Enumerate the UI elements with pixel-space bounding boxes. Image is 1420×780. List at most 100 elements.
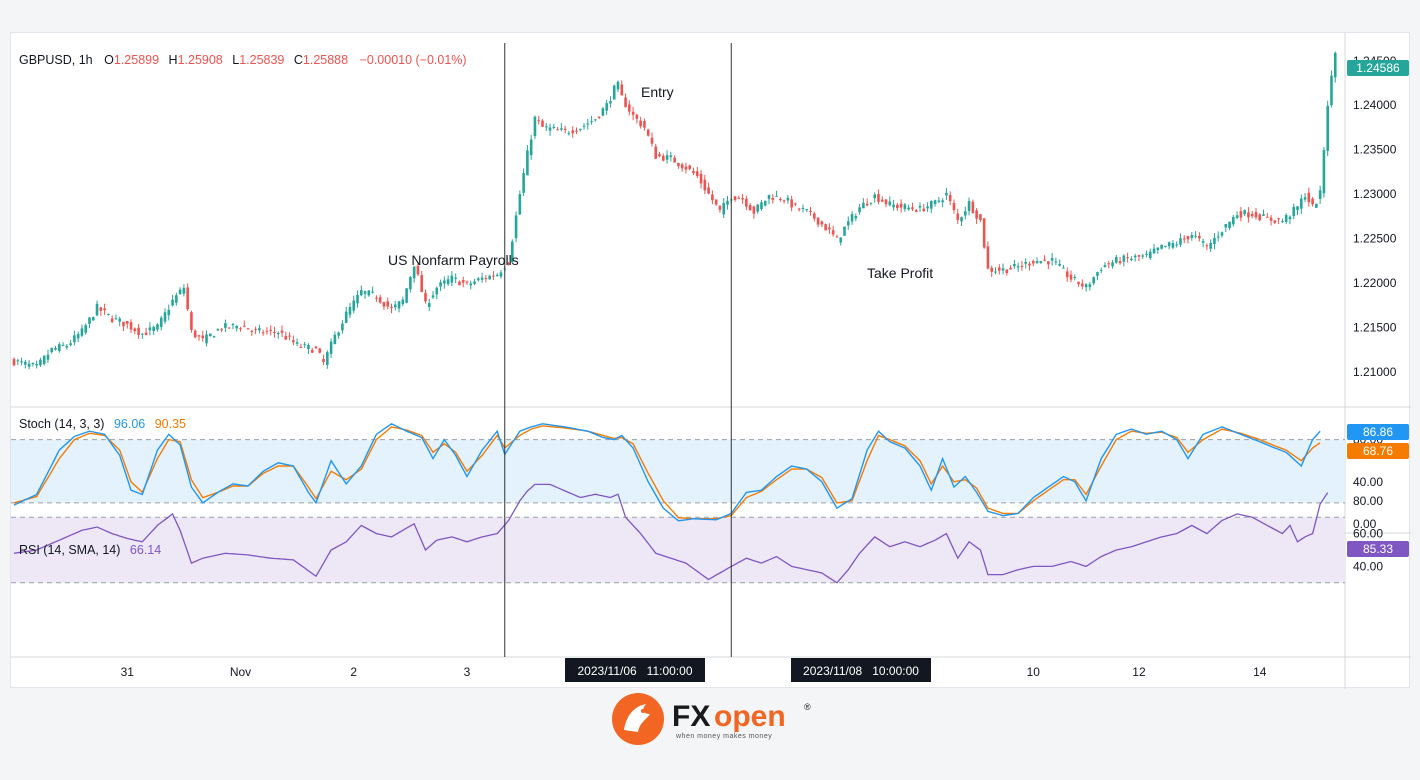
- candle-body: [303, 343, 306, 345]
- candle-body: [1126, 257, 1129, 259]
- candle-body: [190, 312, 193, 330]
- candle-body: [314, 346, 318, 349]
- candle-body: [1111, 262, 1114, 267]
- candle-body: [65, 345, 69, 348]
- candle-body: [937, 200, 941, 202]
- candle-body: [1201, 241, 1205, 243]
- candle-body: [801, 208, 805, 210]
- brand-open: open: [714, 700, 786, 733]
- candle-body: [386, 301, 390, 307]
- candle-body: [144, 332, 148, 336]
- candle-body: [1307, 192, 1311, 203]
- candle-body: [1303, 197, 1307, 200]
- candle-body: [1164, 245, 1167, 247]
- candle-body: [952, 202, 956, 211]
- candle-body: [662, 155, 665, 161]
- candle-body: [397, 301, 401, 309]
- candle-body: [307, 344, 310, 350]
- candle-body: [1235, 215, 1239, 218]
- candle-body: [971, 201, 975, 213]
- candle-body: [1311, 198, 1314, 205]
- candle-body: [1073, 276, 1077, 278]
- chart-svg[interactable]: 1.245001.240001.235001.230001.225001.220…: [11, 33, 1411, 689]
- candle-body: [1209, 242, 1212, 249]
- candle-body: [1039, 261, 1043, 263]
- candle-body: [752, 206, 756, 214]
- candle-body: [443, 280, 446, 284]
- candle-body: [91, 317, 95, 321]
- stoch-d-line: [13, 425, 1321, 520]
- candle-body: [326, 352, 329, 365]
- candle-body: [182, 287, 186, 294]
- candle-body: [1058, 263, 1061, 266]
- candle-body: [88, 317, 91, 324]
- candle-body: [1107, 263, 1111, 265]
- candle-body: [665, 155, 669, 160]
- candle-body: [152, 326, 155, 331]
- candle-body: [1330, 75, 1333, 106]
- candle-body: [1262, 214, 1265, 216]
- candle-body: [533, 116, 537, 137]
- candle-body: [945, 192, 948, 196]
- stoch-k-badge: [1347, 424, 1409, 440]
- candle-body: [824, 224, 827, 231]
- rsi-tick-label: 40.00: [1353, 559, 1383, 573]
- candle-body: [620, 84, 624, 96]
- candle-body: [329, 341, 333, 354]
- candle-body: [69, 343, 72, 346]
- candle-body: [797, 208, 801, 210]
- stoch-tick-label: 40.00: [1353, 475, 1383, 489]
- candle-body: [333, 334, 337, 344]
- candle-body: [1035, 261, 1039, 264]
- candle-body: [907, 207, 910, 210]
- candle-body: [227, 327, 231, 329]
- candle-body: [839, 237, 843, 243]
- candle-body: [1005, 269, 1009, 273]
- candle-body: [1247, 212, 1250, 218]
- candle-body: [1092, 277, 1095, 284]
- candle-body: [1024, 261, 1027, 264]
- candle-body: [427, 303, 431, 307]
- rsi-overbought-oversold-band: [11, 517, 1345, 583]
- tp-time-label-box: [791, 658, 931, 682]
- candle-body: [548, 127, 552, 131]
- candle-body: [786, 197, 790, 201]
- open-value: 1.25899: [114, 53, 159, 67]
- candle-body: [209, 333, 212, 336]
- candle-body: [718, 205, 722, 210]
- candle-body: [193, 330, 197, 338]
- candle-body: [831, 230, 835, 235]
- candle-body: [129, 322, 133, 330]
- candle-body: [813, 213, 816, 219]
- candle-body: [669, 155, 673, 157]
- candle-body: [884, 199, 888, 205]
- candle-body: [816, 217, 820, 225]
- candle-body: [775, 195, 778, 197]
- price-tick-label: 1.23000: [1353, 187, 1397, 201]
- candle-body: [1081, 283, 1084, 287]
- price-tick-label: 1.22000: [1353, 276, 1397, 290]
- candle-body: [590, 121, 593, 123]
- candle-body: [1284, 215, 1288, 222]
- candle-body: [122, 321, 125, 327]
- brand-tagline: when money makes money: [675, 733, 772, 740]
- entry-time-label-box: [565, 658, 705, 682]
- candle-body: [148, 327, 152, 331]
- take-profit-annotation: Take Profit: [867, 265, 933, 281]
- candle-body: [688, 165, 692, 169]
- candle-body: [197, 335, 201, 337]
- candle-body: [1145, 253, 1148, 255]
- candle-body: [628, 104, 631, 112]
- candle-body: [461, 280, 465, 283]
- candle-body: [477, 278, 480, 281]
- candle-body: [1043, 259, 1046, 261]
- candle-body: [967, 201, 971, 212]
- candle-body: [175, 295, 178, 303]
- candle-body: [1198, 235, 1201, 239]
- candle-body: [767, 194, 771, 200]
- candle-body: [1152, 248, 1156, 254]
- candle-body: [356, 294, 359, 304]
- candle-body: [677, 162, 680, 167]
- price-tick-label: 1.22500: [1353, 232, 1397, 246]
- candle-body: [1190, 235, 1194, 238]
